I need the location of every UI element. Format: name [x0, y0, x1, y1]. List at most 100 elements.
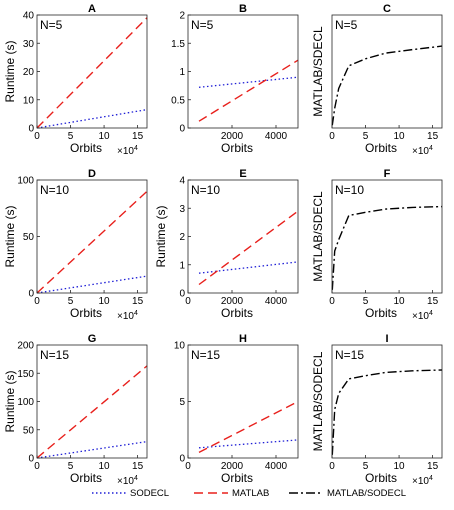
y-tick-label: 1.5: [171, 39, 185, 50]
y-axis-label: MATLAB/SDECL: [311, 191, 325, 282]
x-tick-label: 10: [394, 131, 406, 142]
x-tick-label: 15: [427, 296, 439, 307]
x-tick-label: 0: [34, 131, 40, 142]
legend-item-matlab: MATLAB: [194, 488, 269, 499]
plot-frame: [331, 179, 443, 294]
n-annotation: N=15: [191, 348, 220, 362]
x-tick-label: 0: [34, 296, 40, 307]
y-tick-label: 20: [23, 67, 35, 78]
n-annotation: N=10: [335, 183, 364, 197]
panel-B: B N=5 2000 4000 0 0.5 1 1.5 2 Orbits: [171, 3, 299, 155]
plot-frame: [331, 14, 443, 129]
panel-F: F N=10 0 5 10 15 Orbits ×104 MATLAB/SDECL: [311, 168, 443, 322]
series-line-sodecl: [198, 76, 299, 88]
y-tick-label: 0.5: [171, 95, 185, 106]
panel-title: A: [88, 3, 96, 15]
y-tick-label: 50: [23, 425, 35, 436]
x-tick-label: 5: [68, 296, 74, 307]
x-tick-label: 15: [132, 296, 144, 307]
panel-title: C: [383, 3, 391, 15]
y-axis-label: Runtime (s): [3, 205, 17, 267]
series-line-matlab-sodecl: [331, 369, 443, 455]
y-tick-label: 0: [28, 124, 34, 135]
y-tick-label: 3: [179, 204, 185, 215]
x-tick-label: 0: [329, 461, 335, 472]
panel-A: A N=5 0 5 10 15 0 10 20 30 40 Orbits ×104 Runtime (s): [3, 3, 148, 157]
series-line-matlab: [36, 365, 148, 459]
y-tick-label: 10: [174, 341, 186, 352]
plot-frame: [331, 344, 443, 459]
x-exponent-label: ×104: [117, 475, 138, 487]
x-exponent-label: ×104: [412, 310, 433, 322]
y-axis-label: MATLAB/SODECL: [311, 351, 325, 451]
y-tick-label: 2: [179, 11, 185, 22]
series-line-matlab-sodecl: [331, 205, 443, 290]
y-axis-label: Runtime (s): [3, 370, 17, 432]
y-tick-label: 0: [179, 454, 185, 465]
y-tick-label: 5: [179, 397, 185, 408]
x-tick-label: 10: [99, 461, 111, 472]
y-tick-label: 150: [17, 369, 34, 380]
series-line-sodecl: [36, 108, 148, 129]
series-line-matlab: [198, 210, 299, 286]
legend-label: SODECL: [130, 488, 169, 499]
panel-title: D: [88, 168, 96, 180]
x-tick-label: 5: [68, 461, 74, 472]
y-tick-label: 1: [179, 260, 185, 271]
x-exponent-label: ×104: [117, 145, 138, 157]
y-tick-label: 2: [179, 232, 185, 243]
series-line-sodecl: [36, 275, 148, 294]
y-tick-label: 10: [23, 95, 35, 106]
y-tick-label: 0: [179, 124, 185, 135]
y-tick-label: 50: [23, 232, 35, 243]
x-tick-label: 0: [329, 296, 335, 307]
y-tick-label: 100: [17, 176, 34, 187]
n-annotation: N=5: [40, 18, 63, 32]
x-exponent-label: ×104: [117, 310, 138, 322]
x-tick-label: 5: [363, 461, 369, 472]
x-tick-label: 0: [34, 461, 40, 472]
x-axis-label: Orbits: [221, 141, 253, 155]
y-tick-label: 1: [179, 67, 185, 78]
x-tick-label: 4000: [265, 131, 288, 142]
panel-C: C N=5 0 5 10 15 Orbits ×104 MATLAB/SDECL: [311, 3, 443, 157]
y-tick-label: 0: [179, 289, 185, 300]
x-axis-label: Orbits: [365, 141, 397, 155]
series-line-matlab-sodecl: [331, 45, 443, 126]
x-tick-label: 0: [329, 131, 335, 142]
x-tick-label: 5: [68, 131, 74, 142]
series-line-matlab: [36, 190, 148, 294]
x-tick-label: 10: [394, 461, 406, 472]
series-line-matlab: [198, 400, 299, 454]
x-tick-label: 15: [427, 461, 439, 472]
x-tick-label: 0: [185, 296, 191, 307]
n-annotation: N=5: [191, 18, 214, 32]
x-tick-label: 2000: [221, 461, 244, 472]
x-tick-label: 4000: [265, 461, 288, 472]
x-tick-label: 15: [132, 461, 144, 472]
n-annotation: N=15: [40, 348, 69, 362]
legend-item-sodecl: SODECL: [92, 488, 169, 499]
panel-title: B: [239, 3, 247, 15]
panel-title: E: [239, 168, 246, 180]
legend-item-matlab-sodecl: MATLAB/SODECL: [289, 488, 406, 499]
panel-H: H N=15 0 2000 4000 0 5 10 Orbits: [174, 333, 299, 485]
y-tick-label: 0: [28, 454, 34, 465]
panel-E: E N=10 0 2000 4000 0 1 2 3 4 Orbits Runtime (s): [154, 168, 299, 320]
legend-label: MATLAB/SODECL: [327, 488, 406, 499]
x-tick-label: 5: [363, 131, 369, 142]
y-tick-label: 4: [179, 176, 185, 187]
y-tick-label: 200: [17, 341, 34, 352]
x-tick-label: 10: [99, 131, 111, 142]
x-axis-label: Orbits: [70, 306, 102, 320]
x-axis-label: Orbits: [70, 471, 102, 485]
x-tick-label: 10: [99, 296, 111, 307]
x-tick-label: 5: [363, 296, 369, 307]
n-annotation: N=10: [191, 183, 220, 197]
panel-D: D N=10 0 5 10 15 0 50 100 Orbits ×104 Runtime (s): [3, 168, 148, 322]
x-axis-label: Orbits: [365, 471, 397, 485]
n-annotation: N=10: [40, 183, 69, 197]
x-tick-label: 4000: [265, 296, 288, 307]
